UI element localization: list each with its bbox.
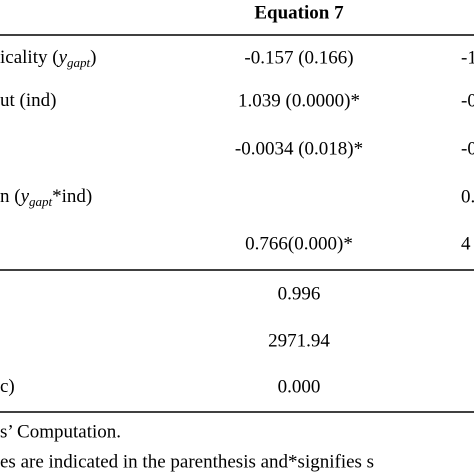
column-header: Equation 7 [254, 2, 344, 23]
cell: -0.0034 (0.018)* [235, 138, 363, 159]
row-label: ut (ind) [0, 90, 56, 111]
cell: -0 [461, 90, 474, 111]
cell: -0 [461, 138, 474, 159]
cell: 0.996 [278, 283, 321, 304]
cell: 0.766(0.000)* [245, 233, 353, 254]
label-text: ut (ind) [0, 90, 56, 111]
cell: -1 [461, 47, 474, 68]
cell: 0.6 [461, 186, 474, 207]
row-label: n (ygapt*ind) [0, 186, 92, 209]
footnote: s’ Computation. [0, 421, 121, 442]
math-sub: gapt [67, 55, 91, 70]
cell: -0.157 (0.166) [244, 47, 353, 68]
label-text: n ( [0, 186, 21, 207]
label-text: icality ( [0, 47, 59, 68]
cell: 0.000 [278, 376, 321, 397]
cell: 4 [461, 233, 471, 254]
footnote: es are indicated in the parenthesis and*… [0, 451, 374, 472]
row-label: c) [0, 376, 15, 397]
cell: 1.039 (0.0000)* [238, 90, 360, 111]
row-label: icality (ygapt) [0, 47, 96, 70]
label-text: c) [0, 376, 15, 397]
math-var: y [57, 47, 68, 68]
label-text: *ind) [52, 186, 92, 207]
cell: 2971.94 [268, 330, 330, 351]
label-text: ) [90, 47, 96, 68]
math-sub: gapt [29, 194, 53, 209]
math-var: y [19, 186, 30, 207]
